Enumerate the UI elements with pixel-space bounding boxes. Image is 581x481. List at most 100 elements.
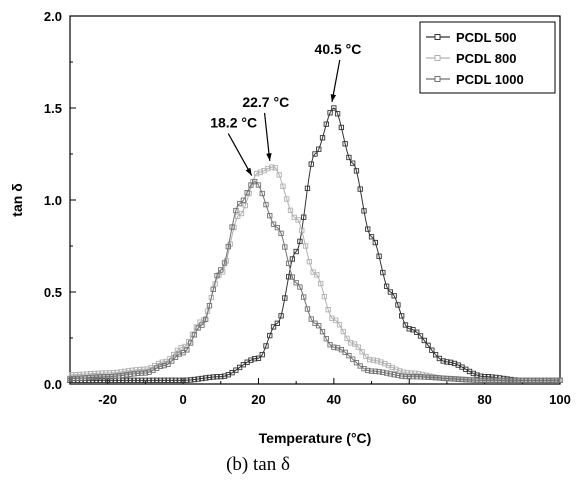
data-point: [493, 377, 499, 383]
y-tick-label: 1.0: [44, 193, 62, 208]
data-point: [314, 272, 320, 278]
data-point: [417, 333, 424, 339]
data-point: [116, 373, 122, 379]
data-point: [342, 349, 348, 356]
data-point: [367, 356, 373, 363]
data-point: [161, 362, 167, 369]
data-point: [274, 224, 280, 231]
x-tick-label: 40: [327, 392, 341, 407]
data-point: [229, 224, 235, 230]
x-tick-label: 20: [251, 392, 265, 407]
data-point: [218, 373, 224, 380]
x-tick-label: -20: [98, 392, 117, 407]
x-axis: -20 0 20 40 60 80 100: [69, 378, 571, 407]
data-point: [429, 374, 435, 381]
data-point: [169, 377, 175, 383]
data-point: [432, 352, 439, 358]
data-point: [355, 344, 361, 350]
data-point: [340, 328, 346, 335]
data-point: [459, 376, 465, 383]
data-point: [105, 377, 111, 383]
data-point: [546, 377, 552, 383]
data-point: [101, 374, 107, 380]
data-point: [252, 178, 258, 185]
data-point: [93, 374, 100, 380]
data-point: [278, 230, 284, 236]
data-point: [530, 377, 537, 383]
data-point: [142, 377, 149, 383]
data-point: [287, 207, 294, 213]
data-point: [319, 135, 326, 141]
data-point: [440, 358, 446, 364]
data-point: [131, 371, 137, 377]
series-layer: [67, 105, 563, 383]
data-point: [357, 363, 363, 369]
data-point: [321, 293, 328, 300]
data-point: [376, 369, 382, 375]
data-point: [474, 377, 480, 383]
data-point: [165, 361, 171, 367]
data-point: [301, 294, 307, 300]
data-point: [474, 372, 480, 378]
data-point: [489, 377, 495, 383]
data-point: [346, 154, 352, 161]
data-point: [387, 289, 394, 295]
data-point: [289, 256, 296, 262]
data-point: [470, 377, 476, 383]
data-point: [89, 377, 96, 383]
data-point: [549, 377, 556, 383]
data-point: [402, 322, 409, 328]
data-point: [308, 161, 314, 167]
data-point: [304, 185, 311, 191]
data-point: [67, 375, 73, 382]
data-point: [497, 377, 503, 383]
data-point: [421, 374, 427, 380]
data-point: [353, 168, 360, 174]
data-point: [285, 260, 292, 267]
data-point: [348, 340, 354, 346]
data-point: [259, 190, 265, 197]
data-point: [203, 375, 209, 381]
data-point: [112, 373, 118, 379]
data-point: [402, 373, 409, 380]
data-point: [169, 358, 175, 364]
y-tick-label: 0.0: [44, 377, 62, 392]
data-point: [425, 342, 431, 349]
data-point: [127, 377, 133, 383]
data-point: [244, 189, 250, 196]
legend: PCDL 500 PCDL 800 PCDL 1000: [419, 21, 556, 94]
legend-marker: [434, 76, 441, 82]
data-point: [421, 337, 427, 344]
series-pcdl-1000: [67, 178, 563, 383]
data-point: [391, 293, 397, 299]
data-point: [285, 274, 292, 280]
data-point: [255, 355, 262, 361]
data-point: [259, 351, 265, 358]
data-point: [391, 372, 397, 378]
data-point: [180, 350, 186, 356]
data-point: [206, 374, 213, 381]
data-point: [267, 213, 273, 219]
data-point: [312, 151, 318, 157]
data-point: [368, 234, 375, 240]
data-point: [71, 375, 77, 382]
data-point: [318, 280, 324, 287]
data-point: [374, 358, 380, 364]
data-point: [199, 375, 205, 382]
data-point: [157, 377, 164, 383]
data-point: [278, 313, 284, 319]
data-point: [233, 367, 239, 373]
data-point: [248, 182, 254, 188]
data-point: [466, 377, 473, 383]
data-point: [284, 196, 290, 202]
data-point: [519, 377, 525, 383]
data-point: [508, 377, 514, 383]
data-point: [410, 374, 416, 380]
data-point: [372, 239, 378, 246]
data-point: [306, 259, 312, 265]
data-point: [542, 377, 548, 383]
data-point: [263, 343, 269, 349]
data-point: [368, 368, 375, 374]
data-point: [538, 377, 544, 383]
data-point: [432, 375, 439, 381]
